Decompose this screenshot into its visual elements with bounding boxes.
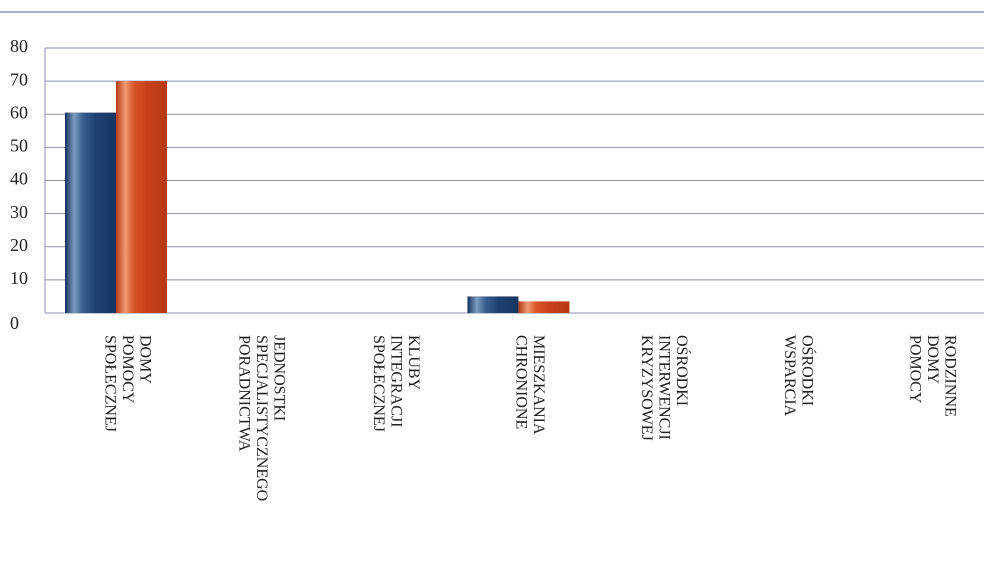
y-tick-label: 50 [10,136,28,156]
x-tick-label-line: MIESZKANIA [531,335,548,435]
x-tick-label-line: OŚRODKI [799,335,818,406]
y-tick-label: 70 [10,69,28,89]
x-tick-label: DOMYPOMOCYSPOŁECZNEJ [102,335,154,432]
x-tick-label-line: CHRONIONE [513,335,530,429]
y-tick-label: 20 [10,235,28,255]
x-tick-label-line: INTEGRACJI [388,335,405,427]
x-tick-label-line: SPECJALISTYCZNEGO [253,335,270,501]
x-tick-label: KLUBYINTEGRACJISPOŁECZNEJ [370,335,422,432]
bar [518,301,570,313]
x-tick-label-line: DOMY [924,335,941,384]
y-tick-label: 40 [10,169,28,189]
bar [116,81,167,313]
x-tick-label-line: WSPARCIA [781,335,798,417]
y-tick-label: 60 [10,102,28,122]
x-tick-label-line: SPOŁECZNEJ [370,335,387,432]
bar [467,296,519,313]
x-tick-label: JEDNOSTKISPECJALISTYCZNEGOPORADNICTWA [236,335,288,501]
x-tick-label: RODZINNEDOMYPOMOCY [907,335,959,417]
y-tick-label: 10 [10,268,28,288]
x-tick-label-line: PORADNICTWA [236,335,253,452]
x-tick-label: MIESZKANIACHRONIONE [513,335,548,435]
y-tick-label: 0 [10,313,19,333]
x-tick-label-line: INTERWENCJI [656,335,673,440]
x-tick-label-line: POMOCY [907,335,924,404]
x-tick-label-line: RODZINNE [942,335,959,417]
x-tick-label: OŚRODKIINTERWENCJIKRYZYSOWEJ [638,335,692,441]
x-tick-label-line: JEDNOSTKI [271,335,288,421]
x-tick-label-line: OŚRODKI [673,335,692,406]
x-tick-label: OŚRODKIWSPARCIA [781,335,818,417]
bar [65,112,116,313]
x-tick-label-line: POMOCY [119,335,136,404]
x-tick-label-line: DOMY [137,335,154,384]
x-tick-label-line: SPOŁECZNEJ [102,335,119,432]
y-tick-label: 80 [10,36,28,56]
x-tick-label-line: KLUBY [405,335,422,391]
y-tick-label: 30 [10,202,28,222]
x-tick-label-line: KRYZYSOWEJ [638,335,655,441]
